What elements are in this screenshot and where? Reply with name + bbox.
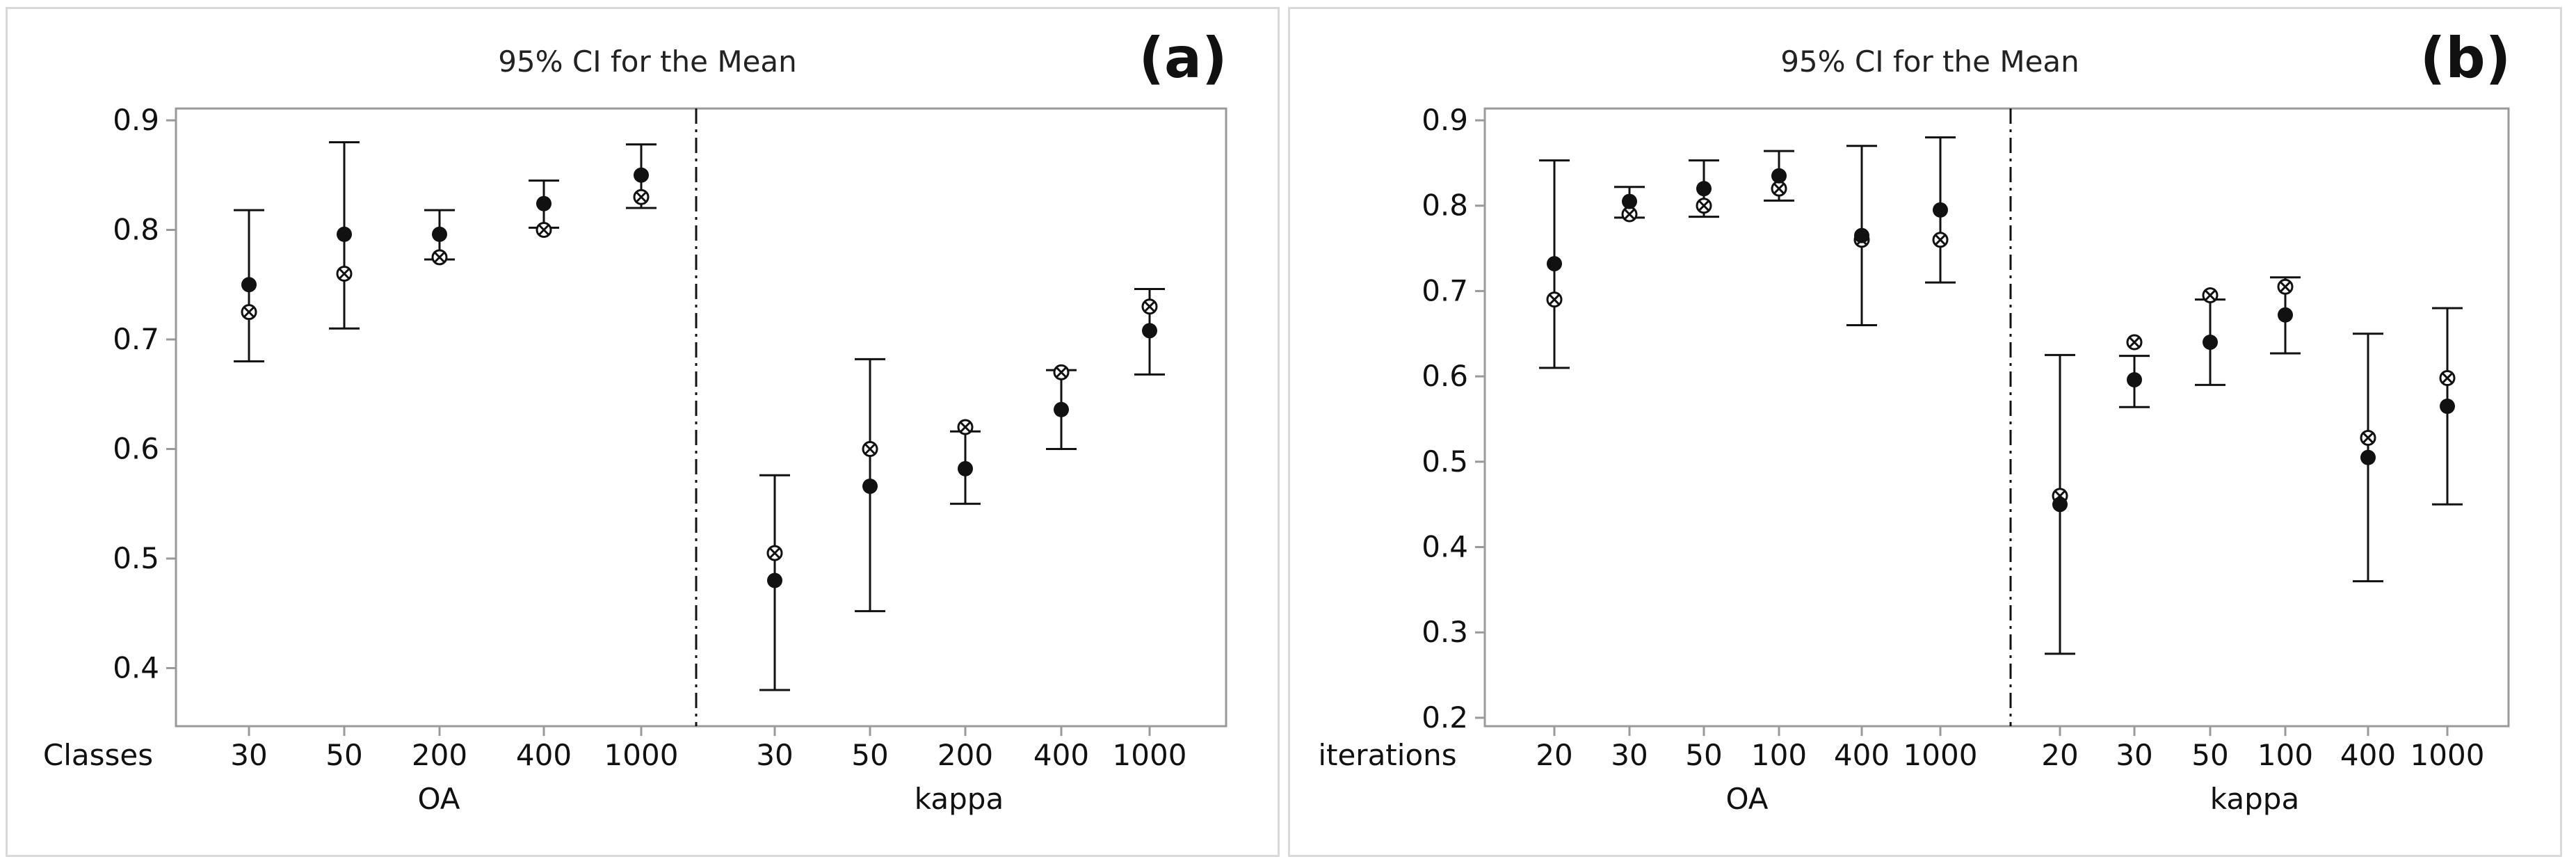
mean-point-a-OA-1000 [634,167,649,183]
mean-point-a-OA-200 [432,226,447,242]
median-cross-a-kappa-1000 [1143,300,1156,312]
y-tick-label-b-6: 0.3 [1422,615,1468,649]
plot-frame-a [175,107,1227,728]
median-cross-b-kappa-30 [2128,336,2141,348]
chart-panel-b: 95% CI for the Mean (b) 0.9 0.8 0.7 0.6 0.5 0.4… [1288,7,2562,857]
median-cross-a-OA-30 [243,306,255,318]
y-tick-label-a-2: 0.7 [113,322,159,356]
group-label-a-OA: OA [417,782,460,816]
median-cross-b-OA-1000 [1934,234,1947,246]
median-cross-b-kappa-100 [2279,281,2292,293]
x-tick-label-b-kappa-50: 50 [2191,738,2228,772]
chart-b-svg: 95% CI for the Mean (b) 0.9 0.8 0.7 0.6 0.5 0.4… [1318,26,2511,816]
x-tick-label-a-OA-30: 30 [230,738,267,772]
x-tick-label-b-OA-20: 20 [1536,738,1572,772]
mean-point-b-OA-30 [1622,193,1637,209]
x-tick-label-a-OA-400: 400 [516,738,572,772]
row-label-b: iterations [1318,738,1456,772]
x-tick-label-a-kappa-30: 30 [756,738,793,772]
median-cross-a-OA-1000 [635,191,647,203]
x-tick-label-a-OA-1000: 1000 [604,738,679,772]
y-tick-label-b-4: 0.5 [1422,444,1468,479]
mean-point-a-kappa-400 [1054,401,1069,417]
chart-a-title: 95% CI for the Mean [498,45,797,79]
median-cross-a-OA-50 [338,268,351,280]
plot-frame-b [1483,107,2510,728]
y-tick-label-b-2: 0.7 [1422,273,1468,307]
group-label-b-OA: OA [1725,782,1768,816]
median-cross-b-OA-30 [1623,208,1636,220]
x-tick-label-a-kappa-400: 400 [1033,738,1089,772]
mean-point-b-OA-400 [1854,227,1869,243]
mean-point-a-kappa-200 [958,460,973,476]
x-tick-label-a-kappa-1000: 1000 [1113,738,1187,772]
mean-point-b-kappa-20 [2052,497,2068,513]
chart-a-svg: 95% CI for the Mean (a) 0.9 0.8 0.7 0.6 0.5 0.4… [43,26,1227,816]
median-cross-b-kappa-50 [2204,289,2216,301]
x-tick-label-a-OA-50: 50 [325,738,362,772]
mean-point-a-OA-30 [241,277,257,293]
median-cross-a-kappa-50 [864,443,876,455]
mean-point-b-OA-1000 [1933,202,1948,218]
x-tick-label-b-kappa-1000: 1000 [2410,738,2485,772]
y-tick-label-b-3: 0.6 [1422,359,1468,393]
x-tick-label-b-OA-400: 400 [1834,738,1890,772]
x-tick-label-b-kappa-30: 30 [2116,738,2152,772]
mean-point-b-kappa-30 [2127,372,2142,388]
x-tick-label-b-OA-1000: 1000 [1903,738,1978,772]
y-tick-label-b-7: 0.2 [1422,700,1468,735]
mean-point-a-kappa-30 [767,572,782,588]
median-cross-b-OA-20 [1548,294,1561,305]
median-cross-b-kappa-400 [2362,432,2374,444]
median-cross-a-kappa-400 [1055,367,1068,378]
median-cross-b-OA-50 [1698,200,1710,211]
mean-point-b-OA-20 [1547,256,1562,272]
median-cross-a-OA-200 [433,251,446,263]
y-tick-label-a-5: 0.4 [113,651,159,685]
x-tick-label-b-OA-100: 100 [1751,738,1807,772]
panel-label-a: (a) [1138,26,1227,90]
x-tick-label-a-kappa-50: 50 [851,738,888,772]
mean-point-a-OA-50 [337,226,352,242]
y-tick-label-a-3: 0.6 [113,432,159,466]
median-cross-a-kappa-30 [768,547,781,559]
y-tick-label-a-0: 0.9 [113,103,159,137]
median-cross-a-kappa-200 [959,421,972,433]
y-tick-label-b-5: 0.4 [1422,530,1468,564]
mean-point-a-OA-400 [536,195,552,211]
mean-point-b-kappa-400 [2360,449,2376,465]
x-tick-label-a-kappa-200: 200 [937,738,993,772]
chart-panel-a: 95% CI for the Mean (a) 0.9 0.8 0.7 0.6 0.5 0.4… [6,7,1280,857]
group-label-b-kappa: kappa [2210,782,2299,816]
median-cross-b-OA-100 [1773,183,1785,195]
mean-point-b-kappa-100 [2278,307,2293,323]
mean-point-b-kappa-50 [2203,335,2218,351]
group-label-a-kappa: kappa [915,782,1004,816]
y-tick-label-a-1: 0.8 [113,213,159,247]
median-cross-b-kappa-1000 [2441,372,2454,384]
x-tick-label-a-OA-200: 200 [412,738,467,772]
chart-b-title: 95% CI for the Mean [1780,45,2079,79]
mean-point-b-OA-100 [1771,168,1787,184]
mean-point-b-OA-50 [1696,181,1712,197]
panel-label-b: (b) [2420,26,2511,90]
row-label-a: Classes [43,738,153,772]
median-cross-a-OA-400 [538,224,550,236]
x-tick-label-b-OA-50: 50 [1685,738,1722,772]
x-tick-label-b-kappa-100: 100 [2257,738,2313,772]
y-tick-label-a-4: 0.5 [113,541,159,575]
x-tick-label-b-kappa-400: 400 [2340,738,2396,772]
y-tick-label-b-0: 0.9 [1422,103,1468,137]
mean-point-a-kappa-50 [862,479,878,495]
x-tick-label-b-kappa-20: 20 [2041,738,2078,772]
x-tick-label-b-OA-30: 30 [1611,738,1648,772]
y-tick-label-b-1: 0.8 [1422,189,1468,223]
mean-point-b-kappa-1000 [2440,399,2455,415]
mean-point-a-kappa-1000 [1142,323,1157,339]
